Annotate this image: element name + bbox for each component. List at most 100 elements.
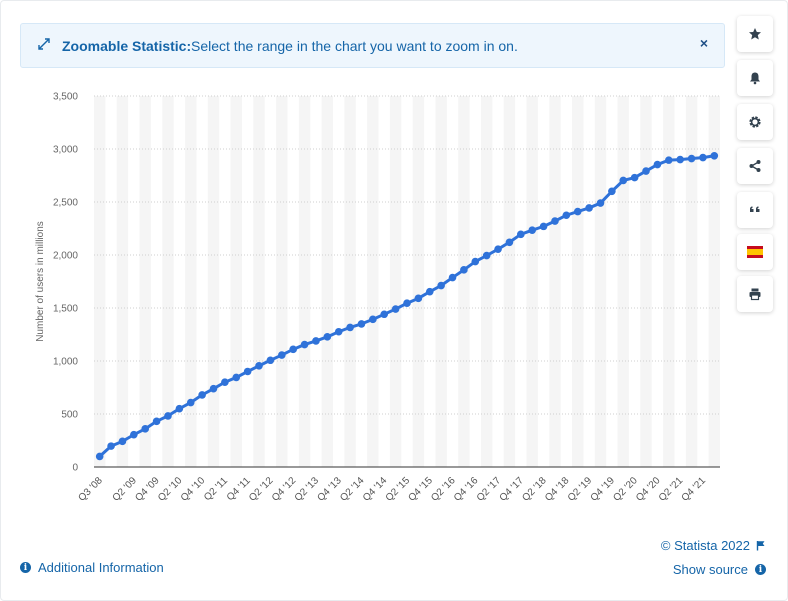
data-point[interactable] [414, 294, 423, 303]
plot-band [708, 96, 720, 467]
banner-text: Select the range in the chart you want t… [191, 38, 518, 54]
data-point[interactable] [175, 404, 184, 413]
plot-band [617, 96, 629, 467]
data-point[interactable] [403, 299, 411, 308]
data-point[interactable] [551, 217, 559, 225]
x-tick-label: Q2 '09 [111, 475, 140, 504]
bell-icon [750, 72, 760, 85]
share-icon [749, 160, 761, 172]
favorite-button[interactable] [737, 16, 773, 52]
plot-band [367, 96, 379, 467]
data-point[interactable] [573, 207, 582, 216]
x-tick-label: Q4 '13 [315, 475, 344, 504]
data-point[interactable] [118, 437, 127, 446]
data-point[interactable] [676, 155, 684, 164]
data-point[interactable] [562, 211, 571, 220]
y-tick-label: 0 [72, 463, 78, 474]
data-point[interactable] [369, 315, 377, 324]
data-point[interactable] [391, 305, 400, 313]
banner-title: Zoomable Statistic: [62, 38, 192, 54]
y-tick-label: 500 [61, 410, 78, 421]
data-point[interactable] [642, 167, 650, 175]
x-tick-label: Q2 '11 [202, 475, 230, 503]
data-point[interactable] [334, 327, 343, 336]
data-point[interactable] [687, 154, 696, 163]
data-point[interactable] [209, 384, 218, 393]
data-point[interactable] [425, 287, 434, 296]
share-button[interactable] [737, 148, 773, 184]
data-point[interactable] [630, 173, 639, 182]
data-point[interactable] [198, 391, 206, 399]
data-point[interactable] [152, 417, 161, 426]
data-point[interactable] [699, 153, 707, 162]
data-point[interactable] [186, 398, 195, 407]
data-point[interactable] [255, 361, 263, 370]
data-point[interactable] [596, 199, 605, 207]
additional-information-link[interactable]: i Additional Information [20, 560, 164, 575]
data-point[interactable] [312, 337, 320, 345]
data-point[interactable] [608, 187, 616, 196]
data-point[interactable] [266, 356, 275, 365]
show-source-link[interactable]: Show source i [673, 562, 766, 577]
x-tick-label: Q4 '15 [406, 475, 435, 504]
data-point[interactable] [164, 412, 172, 420]
data-point[interactable] [517, 230, 525, 239]
x-tick-label: Q2 '20 [611, 475, 640, 504]
x-tick-label: Q2 '15 [384, 475, 413, 504]
plot-band [663, 96, 675, 467]
data-point[interactable] [221, 378, 229, 387]
plot-band [116, 96, 129, 467]
data-point[interactable] [232, 373, 241, 382]
gear-icon [749, 116, 761, 128]
x-tick-label: Q4 '20 [634, 475, 663, 504]
notification-button[interactable] [737, 60, 773, 96]
data-point[interactable] [357, 320, 366, 328]
x-tick-label: Q4 '17 [498, 475, 527, 504]
data-point[interactable] [539, 222, 548, 231]
plot-band [503, 96, 516, 467]
data-point[interactable] [141, 425, 150, 433]
print-button[interactable] [737, 276, 773, 312]
data-point[interactable] [528, 226, 536, 234]
data-point[interactable] [448, 273, 457, 282]
cite-button[interactable] [737, 192, 773, 228]
star-icon [749, 28, 761, 40]
settings-button[interactable] [737, 104, 773, 140]
plot-band [162, 96, 174, 467]
data-point[interactable] [278, 351, 286, 359]
plot-band [321, 96, 334, 467]
x-tick-label: Q4 '12 [270, 475, 299, 504]
data-point[interactable] [482, 251, 491, 260]
plot-band [572, 96, 584, 467]
x-tick-label: Q2 '21 [657, 475, 686, 504]
expand-icon [38, 38, 50, 50]
data-point[interactable] [505, 238, 514, 247]
x-tick-label: Q4 '21 [680, 475, 709, 504]
plot-band [185, 96, 197, 467]
data-point[interactable] [95, 452, 104, 461]
x-tick-label: Q2 '19 [566, 475, 595, 504]
data-point[interactable] [460, 266, 468, 274]
data-point[interactable] [300, 340, 309, 349]
data-point[interactable] [653, 160, 662, 169]
data-point[interactable] [585, 204, 593, 212]
plot-band [298, 96, 311, 467]
data-point[interactable] [494, 245, 502, 253]
data-point[interactable] [289, 345, 297, 354]
copyright-notice[interactable]: © Statista 2022 [661, 538, 766, 553]
x-tick-label: Q4 '14 [361, 475, 390, 504]
language-button[interactable] [737, 234, 773, 270]
data-point[interactable] [437, 281, 445, 290]
close-button[interactable]: × [699, 35, 708, 51]
data-point[interactable] [243, 367, 252, 376]
data-point[interactable] [710, 151, 719, 160]
data-point[interactable] [346, 323, 354, 332]
data-point[interactable] [107, 442, 115, 450]
data-point[interactable] [619, 176, 628, 185]
data-point[interactable] [664, 156, 673, 164]
data-point[interactable] [323, 333, 332, 341]
data-point[interactable] [471, 257, 480, 266]
data-point[interactable] [130, 430, 138, 439]
data-point[interactable] [380, 310, 389, 319]
